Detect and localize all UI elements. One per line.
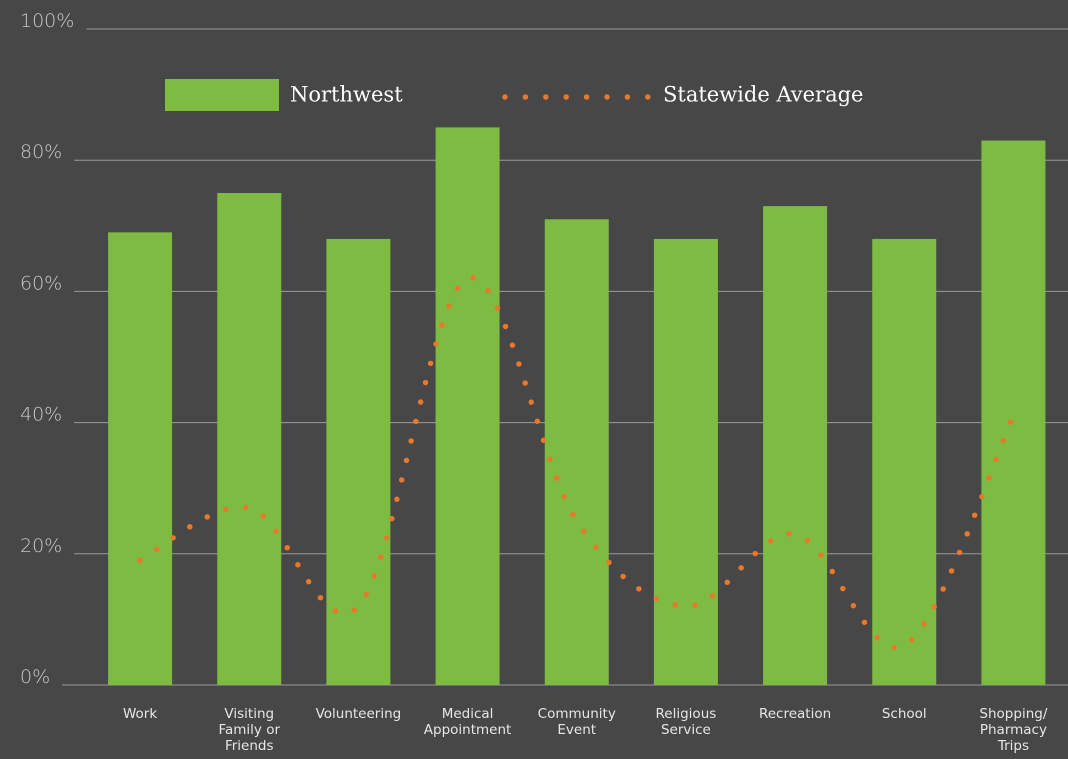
x-tick-label: Medical Appointment [423,706,512,738]
y-tick-label: 80% [20,141,62,163]
bar [763,206,828,685]
legend-label: Statewide Average [663,83,863,107]
x-tick-label: Work [122,706,158,722]
x-tick-label: Visiting Family or Friends [218,706,281,754]
x-tick-label: Community Event [537,706,616,738]
legend-label: Northwest [290,83,403,107]
y-tick-label: 40% [20,404,62,426]
bar [326,238,391,686]
bar [217,193,282,685]
x-tick-label: Religious Service [655,706,717,738]
y-tick-label: 20% [20,535,62,557]
x-tick-label: Recreation [758,706,832,722]
bar [653,238,718,686]
y-tick-label: 100% [20,10,74,32]
y-tick-label: 0% [20,666,50,688]
legend-swatch [165,79,279,111]
x-tick-label: Volunteering [315,706,402,722]
bar [544,219,609,686]
y-tick-label: 60% [20,272,62,294]
x-tick-label: Shopping/ Pharmacy Trips [979,706,1048,754]
bar [108,232,173,686]
bar [872,238,937,686]
x-tick-label: School [881,706,927,722]
bar [435,127,500,685]
bar [981,140,1046,685]
line [137,275,1017,651]
